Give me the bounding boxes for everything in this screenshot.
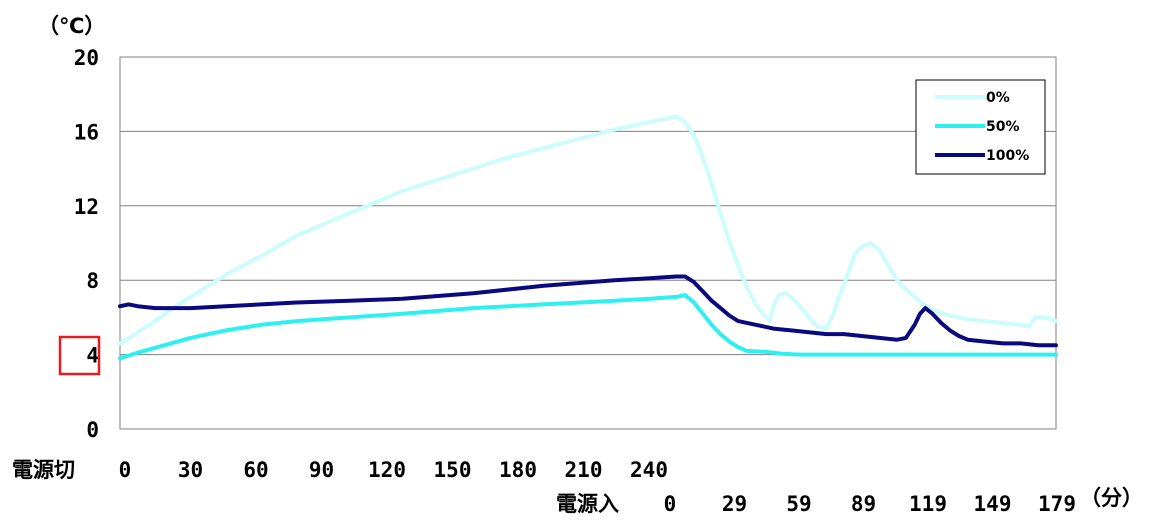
legend: 0% 50% 100% bbox=[915, 79, 1046, 175]
x-tick-label-off: 150 bbox=[434, 458, 472, 482]
y-tick-label: 12 bbox=[74, 195, 99, 219]
series-line-1 bbox=[118, 114, 1058, 346]
x-axis-off-label: 電源切 bbox=[12, 458, 75, 482]
legend-label-1: 0% bbox=[986, 90, 1010, 106]
legend-label-2: 50% bbox=[986, 119, 1020, 135]
x-tick-label-off: 30 bbox=[178, 458, 203, 482]
x-axis-off: 電源切 0 30 60 90 120 150 180 210 240 bbox=[12, 458, 668, 482]
highlight-box bbox=[58, 335, 101, 376]
x-tick-label-on: 119 bbox=[909, 492, 947, 516]
series-line-2 bbox=[118, 293, 1058, 361]
y-tick-label: 4 bbox=[86, 344, 99, 368]
x-tick-label-on: 179 bbox=[1038, 492, 1076, 516]
x-tick-label-on: 149 bbox=[974, 492, 1012, 516]
x-unit-label: （分） bbox=[1080, 486, 1143, 510]
series-line-3 bbox=[118, 274, 1058, 348]
x-tick-label-off: 180 bbox=[499, 458, 537, 482]
x-tick-label-on: 29 bbox=[722, 492, 747, 516]
x-tick-label-off: 210 bbox=[565, 458, 603, 482]
x-tick-label-off: 240 bbox=[630, 458, 668, 482]
x-tick-label-off: 60 bbox=[243, 458, 268, 482]
legend-label-3: 100% bbox=[986, 148, 1029, 164]
x-tick-label-off: 120 bbox=[368, 458, 406, 482]
y-tick-label: 0 bbox=[86, 418, 99, 442]
plot-area bbox=[119, 56, 1057, 430]
x-tick-label-off: 0 bbox=[119, 458, 132, 482]
y-tick-label: 20 bbox=[74, 46, 99, 70]
x-tick-label-on: 89 bbox=[851, 492, 876, 516]
series-layer bbox=[118, 114, 1058, 361]
x-axis-on-label: 電源入 bbox=[556, 492, 619, 516]
y-axis: 0 4 8 12 16 20 bbox=[74, 46, 99, 442]
x-tick-label-on: 0 bbox=[664, 492, 677, 516]
x-tick-label-on: 59 bbox=[786, 492, 811, 516]
x-axis-on: 電源入 0 29 59 89 119 149 179 bbox=[556, 492, 1076, 516]
y-tick-label: 16 bbox=[74, 120, 99, 144]
y-tick-label: 8 bbox=[86, 269, 99, 293]
x-tick-label-off: 90 bbox=[309, 458, 334, 482]
y-unit-label: （℃） bbox=[38, 14, 105, 38]
